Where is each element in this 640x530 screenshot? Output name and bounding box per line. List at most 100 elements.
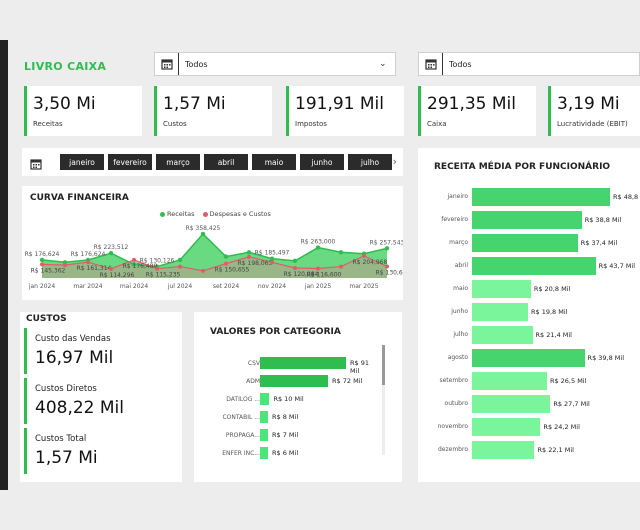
- receitas-point: [108, 251, 114, 256]
- receitas-data-label: R$ 358,425: [186, 225, 221, 232]
- funcionario-bar[interactable]: [472, 280, 531, 298]
- x-tick-label: jan 2024: [28, 283, 56, 290]
- month-button-marco[interactable]: março: [156, 154, 200, 170]
- legend-item-receitas[interactable]: Receitas: [160, 210, 195, 218]
- receitas-point: [177, 257, 183, 263]
- month-button-abril[interactable]: abril: [204, 154, 248, 170]
- kpi-card-lucratividade: 3,19 Mi Lucratividade (EBIT): [548, 86, 640, 136]
- month-button-janeiro[interactable]: janeiro: [60, 154, 104, 170]
- legend-item-despesas[interactable]: Despesas e Custos: [202, 210, 271, 218]
- month-label: junho: [451, 308, 468, 315]
- filter-dropdown-1[interactable]: Todos ⌄: [154, 52, 396, 76]
- category-row[interactable]: DATILOG ... R$ 10 Mil: [200, 392, 380, 406]
- funcionario-row[interactable]: março R$ 37,4 Mil: [424, 234, 640, 252]
- funcionario-row[interactable]: junho R$ 19,8 Mil: [424, 303, 640, 321]
- category-value-label: R$ 10 Mil: [273, 395, 304, 403]
- funcionario-row[interactable]: agosto R$ 39,8 Mil: [424, 349, 640, 367]
- category-bar[interactable]: [260, 357, 346, 369]
- funcionario-bar[interactable]: [472, 303, 528, 321]
- funcionario-bar[interactable]: [472, 372, 547, 390]
- kpi-label: Lucratividade (EBIT): [557, 120, 628, 128]
- funcionario-row[interactable]: maio R$ 20,8 Mil: [424, 280, 640, 298]
- funcionario-bar[interactable]: [472, 234, 578, 252]
- despesas-data-label: R$ 204,968: [353, 259, 388, 266]
- funcionario-value-label: R$ 48,8: [613, 193, 639, 201]
- receitas-point: [292, 258, 298, 264]
- funcionario-row[interactable]: setembro R$ 26,5 Mil: [424, 372, 640, 390]
- funcionario-title: RECEITA MÉDIA POR FUNCIONÁRIO: [434, 162, 611, 172]
- x-tick-label: nov 2024: [258, 283, 286, 290]
- funcionario-row[interactable]: fevereiro R$ 38,8 Mil: [424, 211, 640, 229]
- legend-dot-icon: [160, 211, 165, 217]
- funcionario-bar[interactable]: [472, 257, 596, 275]
- x-tick-label: mai 2024: [120, 283, 149, 290]
- despesas-point: [385, 264, 389, 269]
- categoria-title: VALORES POR CATEGORIA: [210, 327, 341, 337]
- funcionario-row[interactable]: abril R$ 43,7 Mil: [424, 257, 640, 275]
- funcionario-bar[interactable]: [472, 418, 541, 436]
- despesas-line: [41, 255, 388, 272]
- category-row[interactable]: PROPAGA... R$ 7 Mil: [200, 428, 380, 442]
- receitas-data-label: R$ 263,000: [301, 239, 336, 246]
- despesas-point: [109, 266, 113, 271]
- month-label: setembro: [439, 377, 468, 384]
- funcionario-bar[interactable]: [472, 441, 535, 459]
- funcionario-bar[interactable]: [472, 326, 533, 344]
- calendar-icon: [155, 53, 179, 75]
- despesas-point: [40, 262, 44, 267]
- funcionario-value-label: R$ 19,8 Mil: [530, 308, 568, 316]
- funcionario-bar[interactable]: [472, 349, 585, 367]
- categoria-scroll-thumb[interactable]: [382, 345, 385, 385]
- funcionario-value-label: R$ 43,7 Mil: [598, 262, 636, 270]
- categoria-scrollbar[interactable]: [382, 345, 385, 455]
- despesas-point: [247, 254, 251, 259]
- funcionario-bar[interactable]: [472, 211, 582, 229]
- month-button-julho[interactable]: julho: [348, 154, 392, 170]
- receitas-point: [200, 231, 206, 237]
- custo-item-vendas: Custo das Vendas 16,97 Mil: [24, 328, 178, 374]
- despesas-point: [293, 265, 297, 270]
- despesas-point: [178, 264, 182, 269]
- category-bar[interactable]: [260, 393, 270, 405]
- despesas-data-label: R$ 150,655: [215, 267, 250, 274]
- month-button-fevereiro[interactable]: fevereiro: [108, 154, 152, 170]
- x-tick-label: jan 2025: [304, 283, 332, 290]
- despesas-data-label: R$ 120,084: [284, 271, 319, 278]
- receitas-data-label: R$ 130,126: [140, 258, 175, 265]
- category-bar[interactable]: [260, 375, 329, 387]
- category-row[interactable]: CSV R$ 91 Mil: [200, 356, 380, 375]
- funcionario-row[interactable]: janeiro R$ 48,8: [424, 188, 640, 206]
- funcionario-row[interactable]: novembro R$ 24,2 Mil: [424, 418, 640, 436]
- custo-value: 1,57 Mi: [35, 448, 98, 468]
- category-bar[interactable]: [260, 429, 268, 441]
- despesas-data-label: R$ 145,362: [31, 267, 66, 274]
- funcionario-row[interactable]: julho R$ 21,4 Mil: [424, 326, 640, 344]
- month-label: janeiro: [447, 193, 468, 200]
- despesas-point: [63, 263, 67, 268]
- month-button-maio[interactable]: maio: [252, 154, 296, 170]
- funcionario-bar[interactable]: [472, 395, 551, 413]
- month-button-junho[interactable]: junho: [300, 154, 344, 170]
- funcionario-row[interactable]: outubro R$ 27,7 Mil: [424, 395, 640, 413]
- custo-label: Custos Diretos: [35, 384, 97, 394]
- category-bar[interactable]: [260, 447, 268, 459]
- category-bar[interactable]: [260, 411, 268, 423]
- receitas-point: [246, 250, 252, 255]
- funcionario-value-label: R$ 21,4 Mil: [535, 331, 572, 339]
- custo-label: Custo das Vendas: [35, 334, 111, 344]
- filter-value: Todos: [449, 59, 472, 69]
- filter-dropdown-2[interactable]: Todos: [418, 52, 640, 76]
- chevron-right-icon[interactable]: ›: [392, 155, 397, 168]
- receitas-point: [338, 250, 344, 255]
- receitas-point: [39, 257, 45, 263]
- receitas-point: [131, 262, 137, 267]
- month-label: dezembro: [438, 446, 468, 453]
- funcionario-value-label: R$ 39,8 Mil: [587, 354, 625, 362]
- category-row[interactable]: CONTABIL ... R$ 8 Mil: [200, 410, 380, 424]
- funcionario-row[interactable]: dezembro R$ 22,1 Mil: [424, 441, 640, 459]
- category-row[interactable]: ENFER INC... R$ 6 Mil: [200, 446, 380, 460]
- category-row[interactable]: ADM R$ 72 Mil: [200, 374, 380, 388]
- funcionario-bar[interactable]: [472, 188, 610, 206]
- x-tick-label: jul 2024: [167, 283, 192, 290]
- categoria-card: [194, 312, 402, 482]
